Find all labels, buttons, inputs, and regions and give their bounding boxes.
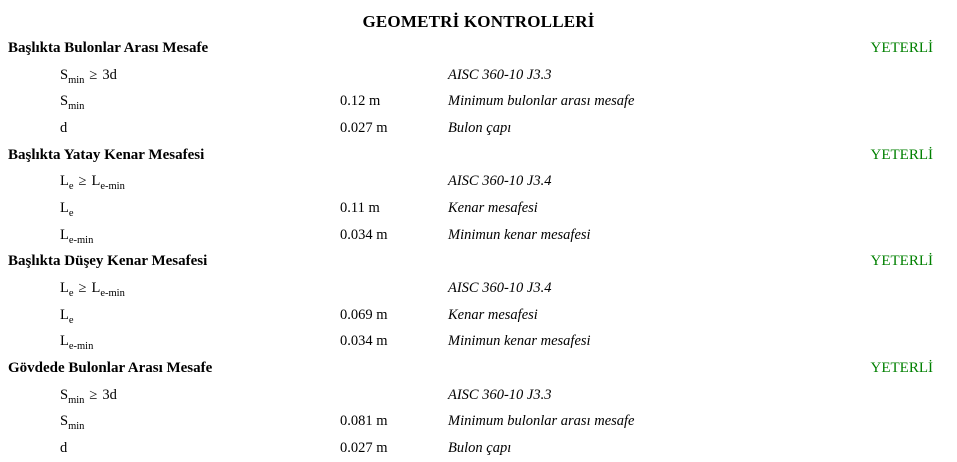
formula-subscript: min [68, 101, 85, 113]
page-title: GEOMETRİ KONTROLLERİ [362, 12, 595, 31]
formula-cell: Le [60, 306, 340, 326]
status-label: YETERLİ [870, 253, 933, 270]
check-row: Le-min 0.034 m Minimun kenar mesafesi [0, 222, 957, 249]
check-row: d 0.027 m Bulon çapı [0, 435, 957, 462]
formula-cell: d [60, 120, 340, 137]
status-label: YETERLİ [870, 39, 933, 56]
formula-base: L [60, 173, 69, 190]
formula-base: d [60, 440, 68, 457]
formula-subscript: e-min [68, 234, 94, 246]
desc-cell: Minimum bulonlar arası mesafe [448, 413, 635, 430]
section-heading: Gövdede Bulonlar Arası Mesafe [8, 360, 213, 377]
formula-subscript: e [68, 207, 74, 219]
value-cell: 0.027 m [340, 119, 388, 136]
formula-base: S [60, 413, 69, 430]
desc-cell: AISC 360-10 J3.3 [448, 386, 552, 403]
value-cell: 0.034 m [340, 226, 388, 243]
formula-base: L [60, 333, 69, 350]
ge-operator: ≥ [89, 386, 98, 403]
formula-base: L [60, 280, 69, 297]
section-heading: Başlıkta Yatay Kenar Mesafesi [8, 146, 205, 163]
check-row: Smin 0.12 m Minimum bulonlar arası mesaf… [0, 88, 957, 115]
formula-base: S [60, 386, 69, 403]
value-cell: 0.081 m [340, 413, 388, 430]
desc-cell: AISC 360-10 J3.4 [448, 173, 552, 190]
formula-base-2: L [91, 173, 101, 190]
formula-subscript-2: e-min [100, 181, 125, 193]
check-row: Smin ≥3d AISC 360-10 J3.3 [0, 382, 957, 409]
section-header: Başlıkta Yatay Kenar Mesafesi YETERLİ [0, 142, 957, 169]
check-row: Le-min 0.034 m Minimun kenar mesafesi [0, 329, 957, 356]
formula-base: L [60, 199, 69, 216]
value-cell: 0.034 m [340, 333, 388, 350]
formula-subscript-2: e-min [100, 287, 125, 299]
status-label: YETERLİ [870, 360, 933, 377]
formula-base-2: L [91, 280, 101, 297]
check-row: d 0.027 m Bulon çapı [0, 115, 957, 142]
value-cell: 0.11 m [340, 199, 380, 216]
formula-base-2: 3d [102, 66, 117, 83]
section-heading: Başlıkta Düşey Kenar Mesafesi [8, 253, 208, 270]
check-row: Smin 0.081 m Minimum bulonlar arası mesa… [0, 409, 957, 436]
formula-subscript: e-min [68, 341, 94, 353]
formula-cell: Le [60, 199, 340, 219]
formula-base: L [60, 306, 69, 323]
check-row: Le ≥ Le-min AISC 360-10 J3.4 [0, 275, 957, 302]
formula-subscript: min [68, 74, 85, 86]
value-cell: 0.12 m [340, 93, 381, 110]
formula-subscript: min [68, 394, 85, 406]
formula-base: d [60, 119, 68, 136]
check-row: Le 0.11 m Kenar mesafesi [0, 195, 957, 222]
formula-cell: d [60, 440, 340, 457]
formula-cell: Le ≥ Le-min [60, 173, 340, 193]
formula-base: S [60, 66, 69, 83]
formula-cell: Le-min [60, 333, 340, 353]
status-label: YETERLİ [870, 146, 933, 163]
formula-cell: Le ≥ Le-min [60, 280, 340, 299]
formula-subscript: e [68, 287, 74, 299]
formula-base-2: 3d [102, 386, 117, 403]
section-header: Başlıkta Bulonlar Arası Mesafe YETERLİ [0, 35, 957, 62]
check-row: Le 0.069 m Kenar mesafesi [0, 302, 957, 329]
formula-cell: Smin ≥3d [60, 386, 340, 406]
desc-cell: AISC 360-10 J3.4 [448, 280, 552, 297]
ge-operator: ≥ [78, 173, 87, 190]
desc-cell: Bulon çapı [448, 440, 512, 457]
formula-subscript: e [68, 181, 74, 193]
desc-cell: Minimun kenar mesafesi [448, 333, 591, 350]
formula-cell: Smin ≥3d [60, 66, 340, 86]
formula-base: L [60, 226, 69, 243]
desc-cell: Minimun kenar mesafesi [448, 226, 591, 243]
desc-cell: AISC 360-10 J3.3 [448, 66, 552, 83]
desc-cell: Kenar mesafesi [448, 306, 538, 323]
desc-cell: Bulon çapı [448, 119, 512, 136]
formula-subscript: min [68, 421, 85, 433]
check-row: Smin ≥3d AISC 360-10 J3.3 [0, 62, 957, 89]
section-header: Başlıkta Düşey Kenar Mesafesi YETERLİ [0, 249, 957, 276]
desc-cell: Kenar mesafesi [448, 199, 538, 216]
section-heading: Başlıkta Bulonlar Arası Mesafe [8, 39, 209, 56]
value-cell: 0.027 m [340, 440, 388, 457]
formula-base: S [60, 93, 69, 110]
formula-subscript: e [68, 314, 74, 326]
check-row: Le ≥ Le-min AISC 360-10 J3.4 [0, 168, 957, 195]
formula-cell: Le-min [60, 226, 340, 246]
formula-cell: Smin [60, 413, 340, 433]
ge-operator: ≥ [78, 280, 87, 297]
desc-cell: Minimum bulonlar arası mesafe [448, 93, 635, 110]
value-cell: 0.069 m [340, 306, 388, 323]
formula-cell: Smin [60, 93, 340, 113]
ge-operator: ≥ [89, 66, 98, 83]
section-header: Gövdede Bulonlar Arası Mesafe YETERLİ [0, 355, 957, 382]
